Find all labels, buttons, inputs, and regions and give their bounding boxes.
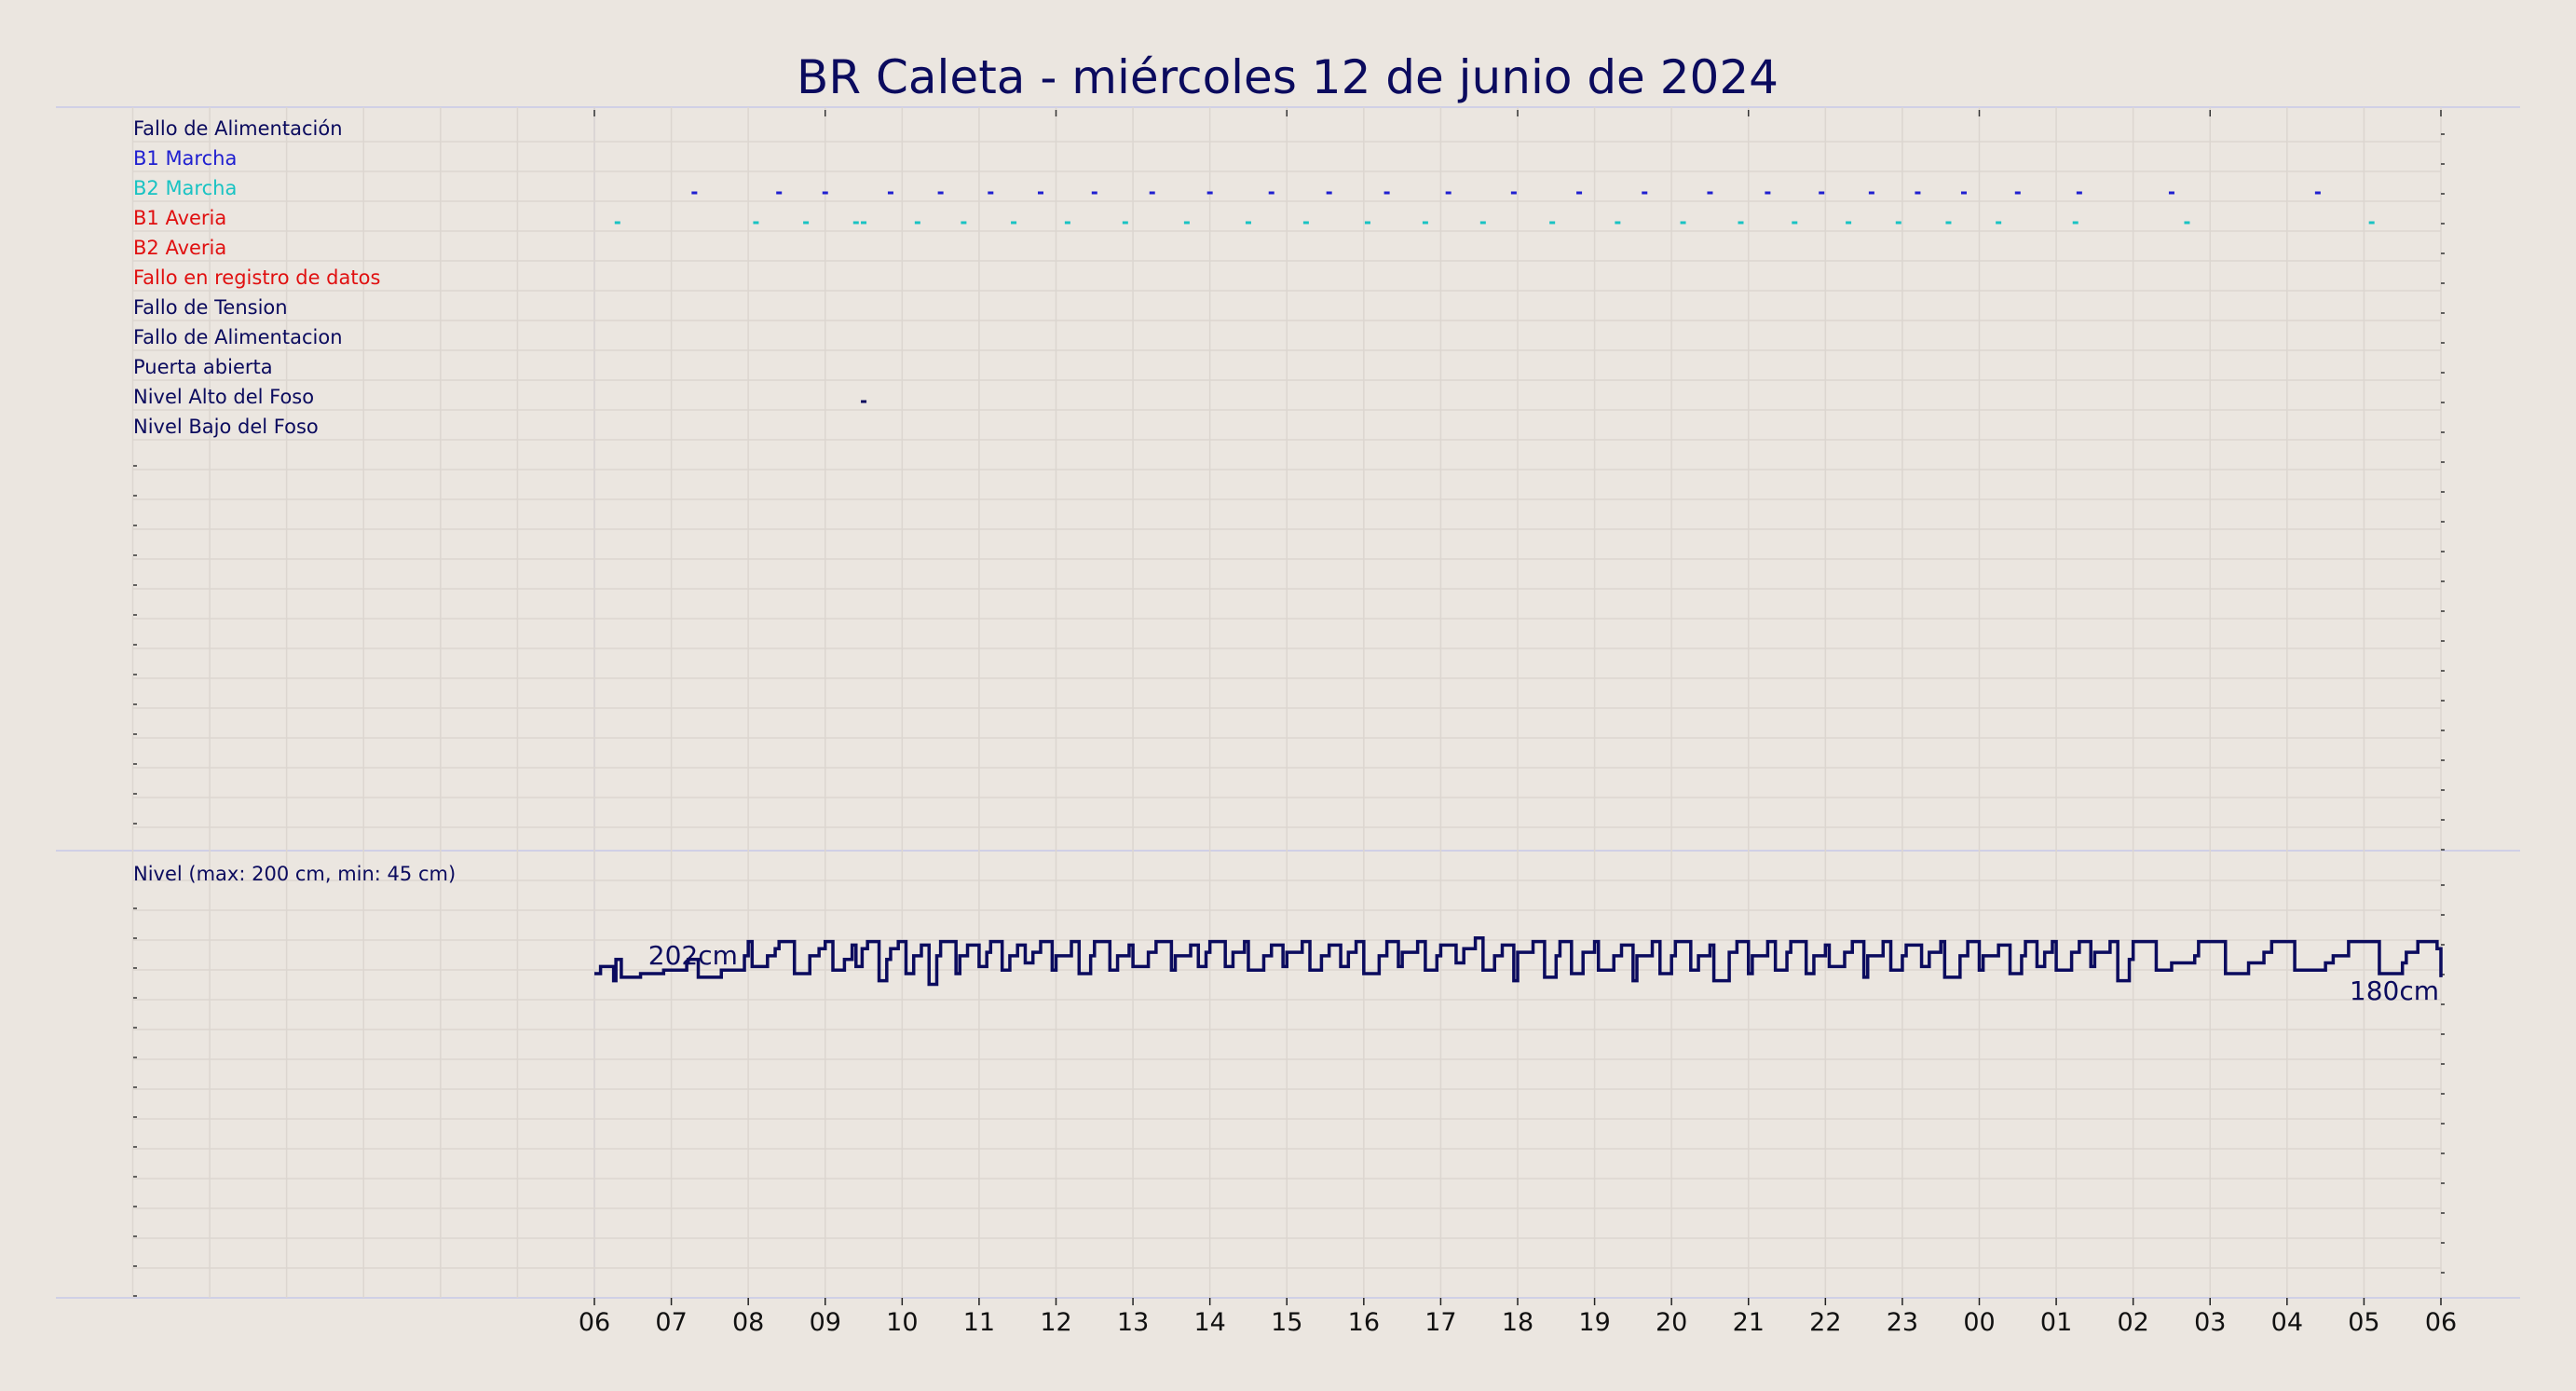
x-tick-label: 07 (655, 1308, 687, 1337)
event-panel: Fallo de Alimentación B1 Marcha B2 Marcha B… (133, 117, 2375, 438)
event-label: B1 Marcha (133, 147, 237, 170)
x-tick-label: 23 (1887, 1308, 1918, 1337)
x-tick-label: 04 (2271, 1308, 2303, 1337)
event-label: Fallo de Alimentacion (133, 326, 343, 348)
x-tick-label: 08 (732, 1308, 764, 1337)
x-tick-label: 09 (810, 1308, 841, 1337)
x-tick-label: 12 (1040, 1308, 1071, 1337)
event-label: Fallo en registro de datos (133, 266, 380, 289)
x-tick-label: 02 (2117, 1308, 2148, 1337)
event-label: Fallo de Alimentación (133, 117, 343, 140)
event-label: Fallo de Tension (133, 296, 288, 319)
level-label: Nivel (max: 200 cm, min: 45 cm) (133, 863, 456, 885)
event-label: Puerta abierta (133, 356, 273, 378)
x-tick-label: 21 (1733, 1308, 1765, 1337)
x-tick-label: 19 (1578, 1308, 1610, 1337)
x-tick-label: 18 (1502, 1308, 1533, 1337)
level-series-line (594, 936, 2443, 987)
grid (131, 107, 2445, 1298)
x-tick-label: 15 (1271, 1308, 1302, 1337)
x-tick-label: 05 (2348, 1308, 2379, 1337)
event-label: B2 Averia (133, 237, 226, 259)
x-tick-label: 01 (2040, 1308, 2072, 1337)
x-tick-label: 16 (1348, 1308, 1380, 1337)
event-label: Nivel Alto del Foso (133, 386, 314, 408)
x-tick-label: 06 (579, 1308, 610, 1337)
event-label: B1 Averia (133, 207, 226, 229)
level-panel: Nivel (max: 200 cm, min: 45 cm) 202cm 180c… (133, 863, 2443, 1006)
x-tick-label: 06 (2425, 1308, 2457, 1337)
x-axis: 06 07 08 09 10 11 12 13 14 15 16 17 18 19 20 21 22 23 00 01… (579, 1298, 2457, 1337)
x-tick-label: 13 (1117, 1308, 1149, 1337)
event-label: B2 Marcha (133, 177, 237, 199)
x-tick-label: 10 (886, 1308, 918, 1337)
event-label: Nivel Bajo del Foso (133, 416, 319, 438)
x-tick-label: 22 (1809, 1308, 1841, 1337)
x-tick-label: 17 (1424, 1308, 1456, 1337)
x-tick-label: 00 (1963, 1308, 1995, 1337)
x-tick-label: 14 (1193, 1308, 1225, 1337)
chart-title: BR Caleta - miércoles 12 de junio de 202… (797, 50, 1779, 104)
start-value-label: 202cm (648, 940, 738, 971)
x-tick-label: 20 (1656, 1308, 1687, 1337)
x-tick-label: 11 (963, 1308, 995, 1337)
end-value-label: 180cm (2350, 975, 2439, 1006)
x-tick-label: 03 (2194, 1308, 2226, 1337)
